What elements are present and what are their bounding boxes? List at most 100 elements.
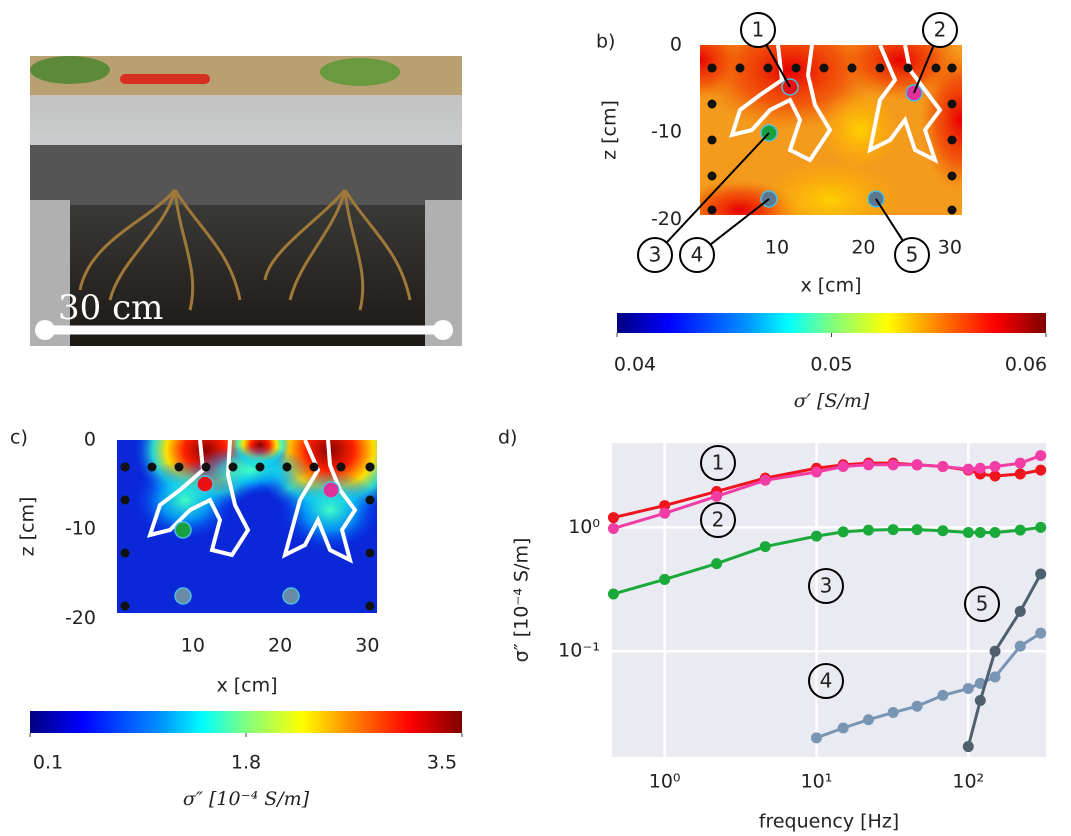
x-axis-label: frequency [Hz] [759, 811, 899, 833]
colorbar-label: σ″ [10⁻⁴ S/m] [183, 788, 310, 810]
data-point [975, 463, 986, 474]
colorbar-tick-label: 3.5 [427, 752, 457, 774]
x-tick-label: 10⁰ [649, 771, 681, 793]
water [30, 95, 462, 145]
electrodes-row [30, 145, 462, 205]
electrode [283, 463, 292, 472]
data-point [912, 459, 923, 470]
x-tick-label: 30 [938, 237, 962, 259]
data-point [937, 690, 948, 701]
data-point [838, 461, 849, 472]
electrode [121, 463, 130, 472]
data-point [760, 475, 771, 486]
y-axis-label: z [cm] [17, 497, 39, 557]
electrode [948, 206, 957, 215]
marked-electrode [283, 588, 299, 604]
data-point [608, 523, 619, 534]
data-point [1015, 641, 1026, 652]
data-point [990, 527, 1001, 538]
electrode [708, 136, 717, 145]
data-point [659, 574, 670, 585]
y-tick-label: 0 [670, 34, 682, 56]
electrode [708, 100, 717, 109]
x-axis-label: x [cm] [800, 275, 861, 297]
electrode [366, 602, 375, 611]
data-point [990, 461, 1001, 472]
data-point [975, 695, 986, 706]
colorbar [617, 313, 1046, 333]
electrode [310, 463, 319, 472]
data-point [963, 683, 974, 694]
data-point [1035, 628, 1046, 639]
data-point [888, 707, 899, 718]
x-tick-label: 10 [765, 237, 789, 259]
electrode [148, 463, 157, 472]
electrode [121, 549, 130, 558]
data-point [811, 732, 822, 743]
electrode [202, 463, 211, 472]
electrode [792, 64, 801, 73]
electrode [932, 64, 941, 73]
x-tick-label: 10¹ [801, 771, 833, 793]
colorbar-tick-label: 0.04 [614, 354, 656, 376]
x-axis-label: x [cm] [216, 675, 277, 697]
x-tick-label: 10² [952, 771, 984, 793]
colorbar-tick-label: 0.05 [810, 354, 852, 376]
data-point [1015, 468, 1026, 479]
series-label: 1 [712, 451, 725, 475]
data-point [888, 459, 899, 470]
annotation: 2 [934, 18, 947, 42]
y-axis-label: σ″ [10⁻⁴ S/m] [511, 538, 533, 663]
data-point [1015, 458, 1026, 469]
data-point [1015, 606, 1026, 617]
data-point [990, 470, 1001, 481]
x-tick-label: 10 [181, 635, 205, 657]
electrode [121, 496, 130, 505]
electrode [175, 463, 184, 472]
series-label: 4 [820, 669, 833, 693]
heatmap [117, 380, 410, 613]
series-label: 2 [712, 508, 725, 532]
electrode [366, 549, 375, 558]
data-point [1035, 522, 1046, 533]
colorbar [30, 711, 462, 733]
data-point [838, 723, 849, 734]
data-point [1015, 525, 1026, 536]
data-point [863, 525, 874, 536]
data-point [975, 527, 986, 538]
tube [120, 74, 210, 84]
electrode [229, 463, 238, 472]
electrode [337, 463, 346, 472]
annotation: 1 [752, 18, 765, 42]
electrode [708, 206, 717, 215]
x-tick-label: 30 [355, 635, 379, 657]
y-tick-label: -20 [65, 607, 96, 629]
data-point [912, 524, 923, 535]
data-point [963, 527, 974, 538]
panel-label: b) [596, 31, 615, 53]
scale-label: 30 cm [58, 288, 163, 328]
electrode [764, 64, 773, 73]
series-label: 3 [820, 574, 833, 598]
panel-label: c) [10, 427, 28, 449]
y-tick-label: 0 [84, 429, 96, 451]
electrode [820, 64, 829, 73]
data-point [1035, 465, 1046, 476]
colorbar-tick-label: 1.8 [231, 752, 261, 774]
data-point [1035, 450, 1046, 461]
panel-label: d) [498, 427, 517, 449]
electrode [948, 64, 957, 73]
marked-electrode [197, 476, 213, 492]
electrode [708, 172, 717, 181]
electrode [876, 64, 885, 73]
data-point [963, 741, 974, 752]
y-tick-label: 10⁻¹ [558, 640, 600, 662]
data-point [711, 558, 722, 569]
figure: 30 cm b)x [cm]z [cm]1020300-10-20123450.… [0, 0, 1071, 836]
x-tick-label: 20 [851, 237, 875, 259]
data-point [608, 588, 619, 599]
electrode [948, 100, 957, 109]
data-point [863, 459, 874, 470]
electrode [848, 64, 857, 73]
electrode [366, 496, 375, 505]
